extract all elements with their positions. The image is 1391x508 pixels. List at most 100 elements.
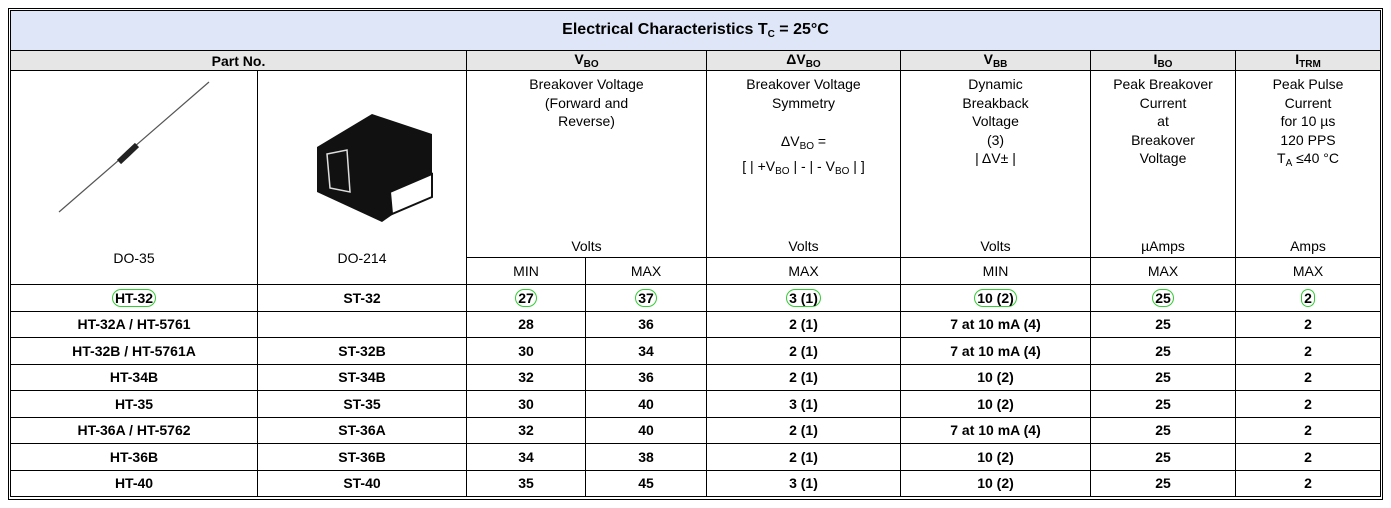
- table-frame: Electrical Characteristics TC = 25°C Par…: [8, 8, 1383, 500]
- paragraph: Peak PulseCurrentfor 10 µs120 PPSTA ≤40 …: [1236, 75, 1380, 174]
- line: Dynamic: [901, 75, 1090, 94]
- cell-value: 25: [1155, 343, 1171, 359]
- cell: 34: [586, 338, 707, 365]
- paragraph: Breakover VoltageSymmetry: [707, 75, 900, 112]
- subscript: BO: [584, 59, 599, 70]
- cell: HT-35: [11, 391, 258, 418]
- table-title: Electrical Characteristics TC = 25°C: [11, 11, 1381, 51]
- limit: MAX: [1236, 258, 1381, 285]
- line: at: [1091, 112, 1235, 131]
- limit: MAX: [586, 258, 707, 285]
- text: at: [1157, 113, 1169, 129]
- cell: 2: [1236, 364, 1381, 391]
- cell: HT-32B / HT-5761A: [11, 338, 258, 365]
- cell: 32: [467, 364, 586, 391]
- limit: MIN: [901, 258, 1091, 285]
- description-text: Peak PulseCurrentfor 10 µs120 PPSTA ≤40 …: [1236, 75, 1380, 174]
- cell-value: 2 (1): [789, 449, 818, 465]
- text: ΔV: [781, 133, 800, 149]
- cell: ST-32: [258, 285, 467, 312]
- description-cell: Breakover VoltageSymmetry ΔVBO =[ | +VBO …: [707, 71, 901, 258]
- column-header: VBB: [901, 51, 1091, 71]
- cell: 25: [1091, 285, 1236, 312]
- text: | - | - V: [790, 158, 835, 174]
- subscript: BO: [1157, 59, 1172, 70]
- description-text: Breakover Voltage(Forward andReverse): [467, 75, 706, 131]
- subscript: TRM: [1299, 59, 1321, 70]
- cell-value: HT-32: [112, 289, 156, 307]
- paragraph: ΔVBO =[ | +VBO | - | - VBO | ]: [707, 132, 900, 181]
- cell: 45: [586, 470, 707, 497]
- cell: 28: [467, 311, 586, 338]
- cell: 34: [467, 444, 586, 471]
- cell-value: 2: [1304, 369, 1312, 385]
- cell: 2 (1): [707, 364, 901, 391]
- text: ≤40 °C: [1292, 150, 1339, 166]
- limit: MAX: [707, 258, 901, 285]
- cell: 2: [1236, 391, 1381, 418]
- cell: 2: [1236, 470, 1381, 497]
- cell: [258, 311, 467, 338]
- cell: HT-40: [11, 470, 258, 497]
- subscript: BO: [775, 166, 789, 177]
- line: Breakover Voltage: [707, 75, 900, 94]
- cell-value: 2: [1304, 475, 1312, 491]
- column-header: VBO: [467, 51, 707, 71]
- column-header: ITRM: [1236, 51, 1381, 71]
- cell: 25: [1091, 470, 1236, 497]
- cell: ST-34B: [258, 364, 467, 391]
- subscript: BB: [993, 59, 1007, 70]
- cell-value: 32: [518, 422, 534, 438]
- cell-value: 25: [1155, 369, 1171, 385]
- cell: 10 (2): [901, 391, 1091, 418]
- cell-value: 30: [518, 343, 534, 359]
- cell: 2: [1236, 285, 1381, 312]
- line: Symmetry: [707, 94, 900, 113]
- cell: 10 (2): [901, 470, 1091, 497]
- text: T: [1277, 150, 1286, 166]
- cell: 2 (1): [707, 444, 901, 471]
- unit: Volts: [707, 238, 900, 257]
- cell: 35: [467, 470, 586, 497]
- text: | ΔV± |: [975, 150, 1016, 166]
- cell-value: HT-34B: [110, 369, 158, 385]
- cell-value: 40: [638, 396, 654, 412]
- cell: 25: [1091, 338, 1236, 365]
- text: =: [814, 133, 826, 149]
- cell: ST-35: [258, 391, 467, 418]
- symbol: V: [574, 51, 583, 67]
- cell-value: ST-32: [343, 290, 380, 306]
- cell: 2 (1): [707, 417, 901, 444]
- cell: 10 (2): [901, 364, 1091, 391]
- text: Breakover Voltage: [529, 76, 643, 92]
- subscript: BO: [800, 141, 814, 152]
- text: 120 PPS: [1280, 132, 1335, 148]
- cell: 32: [467, 417, 586, 444]
- cell-value: 25: [1155, 396, 1171, 412]
- cell-value: 2 (1): [789, 343, 818, 359]
- text: Voltage: [972, 113, 1019, 129]
- text: Breakback: [962, 95, 1028, 111]
- cell-value: 37: [635, 289, 657, 307]
- cell: 2: [1236, 338, 1381, 365]
- cell-value: 7 at 10 mA (4): [950, 422, 1041, 438]
- column-header: IBO: [1091, 51, 1236, 71]
- description: DynamicBreakbackVoltage(3)| ΔV± |Volts: [901, 71, 1090, 257]
- subscript: BO: [835, 166, 849, 177]
- unit: Volts: [467, 238, 706, 257]
- text: Reverse): [558, 113, 615, 129]
- line: Current: [1091, 94, 1235, 113]
- cell: 3 (1): [707, 391, 901, 418]
- cell: 30: [467, 391, 586, 418]
- cell: 27: [467, 285, 586, 312]
- cell: 2: [1236, 311, 1381, 338]
- cell-value: 38: [638, 449, 654, 465]
- unit: Volts: [901, 238, 1090, 257]
- characteristics-table: Electrical Characteristics TC = 25°C Par…: [10, 10, 1381, 497]
